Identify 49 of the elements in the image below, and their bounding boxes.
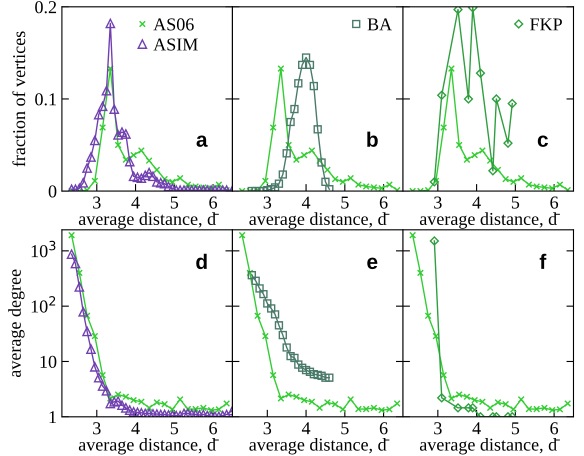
y-tick-label: 0.2: [35, 1, 56, 14]
legend-label: BA: [368, 18, 392, 30]
annotation: e: [367, 258, 378, 270]
legend-label: AS06: [153, 18, 194, 30]
x-tick-label: 5: [170, 196, 178, 209]
x-axis-title: average distance, d̄: [249, 212, 390, 229]
x-axis-title: average distance, d̄: [420, 438, 560, 454]
x-tick-label: 6: [209, 196, 218, 209]
x-axis-title: average distance, d̄: [78, 212, 219, 229]
y-axis-title: fraction of vertices: [12, 31, 26, 167]
x-tick-label: 3: [264, 196, 272, 209]
y-tick-label: 10$^{2}$: [32, 296, 56, 313]
x-tick-label: 4: [131, 196, 140, 208]
legend-label: FKP: [530, 18, 562, 30]
x-tick-label: 3: [434, 422, 442, 434]
x-tick-label: 4: [472, 422, 481, 434]
x-tick-label: 6: [550, 422, 558, 434]
x-tick-label: 3: [93, 196, 101, 209]
x-tick-label: 3: [434, 196, 442, 209]
x-axis-title: average distance, d̄: [420, 212, 560, 229]
x-tick-label: 4: [472, 196, 481, 208]
x-axis-title: average distance, d̄: [78, 438, 219, 454]
annotation: d: [196, 254, 207, 270]
annotation: f: [540, 254, 546, 269]
x-tick-label: 4: [302, 196, 310, 208]
x-tick-label: 6: [380, 422, 388, 434]
y-tick-label: 1: [50, 411, 56, 424]
annotation: c: [538, 136, 548, 147]
y-tick-label: 0.1: [35, 93, 56, 106]
x-tick-label: 6: [380, 196, 388, 209]
y-axis-title: average degree: [8, 270, 25, 378]
x-tick-label: 5: [512, 196, 520, 209]
x-tick-label: 4: [131, 422, 140, 434]
x-tick-label: 5: [341, 196, 349, 209]
legend-label: ASIM: [153, 38, 198, 51]
x-tick-label: 3: [93, 422, 101, 434]
x-tick-label: 6: [550, 196, 558, 209]
y-tick-label: 10$^{3}$: [32, 240, 56, 258]
x-tick-label: 4: [302, 422, 310, 434]
x-tick-label: 5: [170, 422, 178, 434]
y-tick-label: 0: [48, 185, 56, 198]
y-tick-label: 10: [40, 356, 56, 368]
x-tick-label: 5: [512, 422, 520, 434]
x-tick-label: 6: [209, 422, 218, 434]
x-tick-label: 5: [341, 422, 349, 434]
annotation: a: [196, 136, 208, 147]
x-axis-title: average distance, d̄: [249, 438, 390, 454]
x-tick-label: 3: [264, 422, 272, 434]
annotation: b: [367, 132, 378, 147]
